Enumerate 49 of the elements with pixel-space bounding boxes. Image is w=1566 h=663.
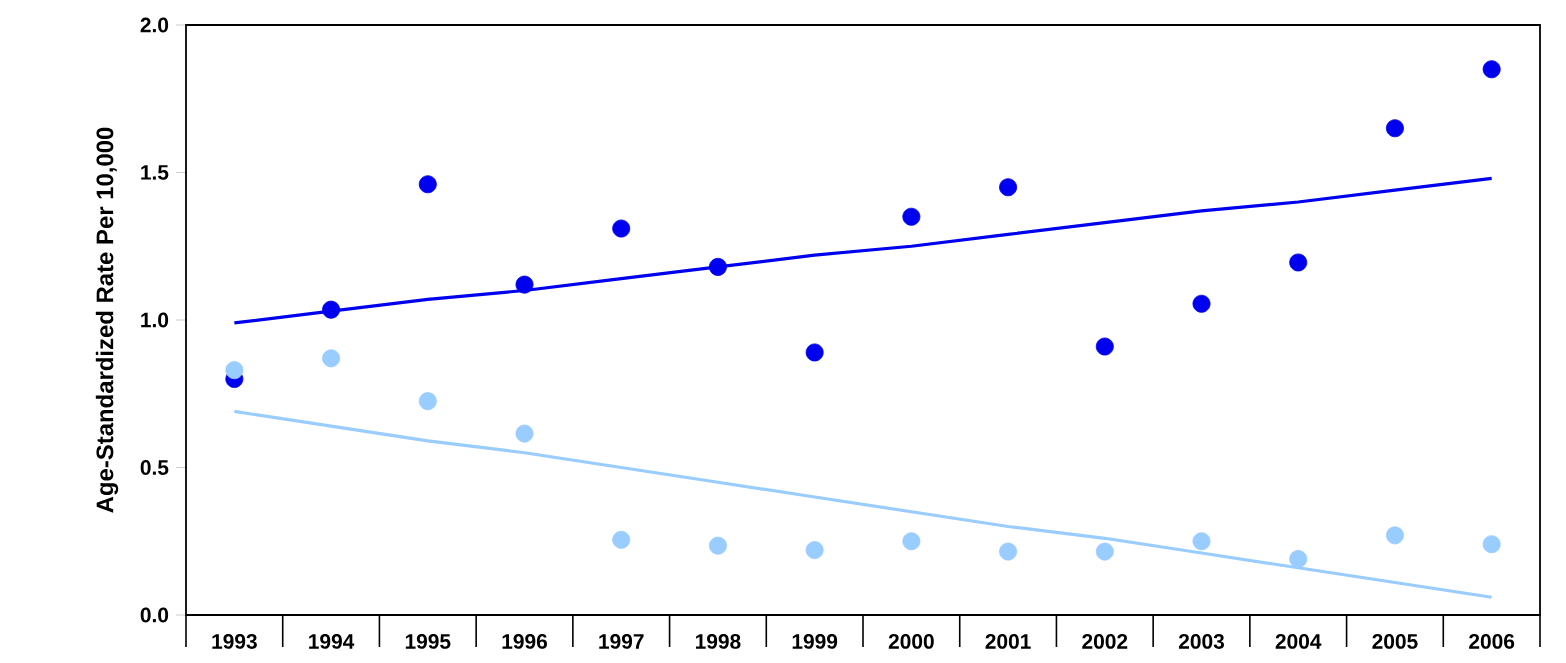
x-tick-label: 2001: [985, 634, 1031, 649]
point: [515, 275, 534, 294]
point: [322, 349, 341, 368]
point: [418, 392, 437, 411]
x-tick-label: 1997: [599, 634, 644, 649]
point: [1482, 535, 1501, 554]
point: [1289, 253, 1308, 272]
x-tick-label: 2003: [1178, 634, 1225, 649]
x-tick-label: 1998: [695, 634, 741, 649]
x-tick-label: 1994: [309, 634, 355, 649]
point: [902, 532, 921, 551]
point: [1192, 532, 1211, 551]
point: [999, 178, 1018, 197]
x-tick-label: 2004: [1275, 634, 1322, 649]
y-tick-label: 0.0: [140, 607, 169, 623]
x-tick-label: 2006: [1469, 634, 1515, 649]
y-axis-title: Age-Standardized Rate Per 10,000: [95, 127, 119, 513]
point: [225, 361, 244, 380]
point: [805, 541, 824, 560]
x-tick-label: 2005: [1372, 634, 1418, 649]
point: [322, 300, 341, 319]
point: [1482, 60, 1501, 79]
point: [805, 343, 824, 362]
x-tick-label: 1996: [502, 634, 548, 649]
x-tick-label: 2000: [888, 634, 934, 649]
point: [515, 424, 534, 443]
point: [902, 207, 921, 226]
x-tick-label: 1999: [792, 634, 838, 649]
point: [708, 536, 727, 555]
y-tick-label: 2.0: [140, 17, 169, 33]
line-series: [232, 176, 1494, 325]
point: [1192, 294, 1211, 313]
y-tick-label: 0.5: [140, 460, 169, 475]
point: [1095, 542, 1114, 561]
line-series: [232, 409, 1494, 599]
point: [1095, 337, 1114, 356]
y-tick-label: 1.0: [141, 312, 169, 328]
x-tick-label: 1993: [212, 634, 257, 649]
point: [612, 530, 631, 549]
point: [1385, 119, 1404, 138]
point: [612, 219, 631, 238]
y-tick-label: 1.5: [141, 165, 169, 180]
x-tick-label: 1995: [405, 634, 451, 649]
x-tick-label: 2002: [1082, 634, 1128, 649]
point: [1289, 549, 1308, 568]
point: [999, 542, 1018, 561]
point: [1385, 526, 1404, 545]
point: [708, 257, 727, 276]
point: [418, 175, 437, 194]
